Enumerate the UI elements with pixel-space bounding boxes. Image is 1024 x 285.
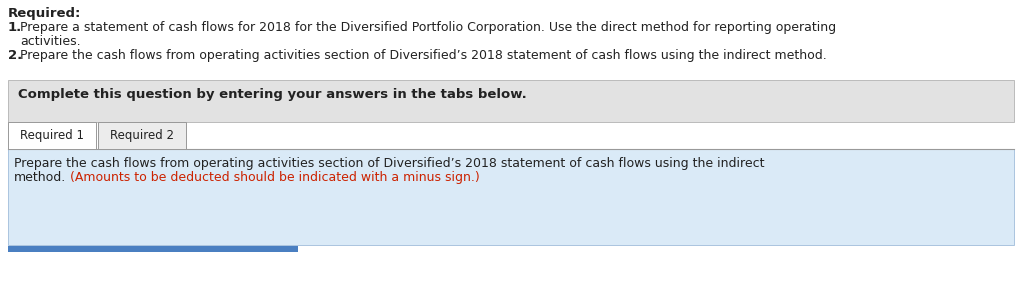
- Bar: [8, 246, 298, 252]
- Text: 2.: 2.: [8, 49, 23, 62]
- Text: Required 1: Required 1: [20, 129, 84, 142]
- Text: Prepare a statement of cash flows for 2018 for the Diversified Portfolio Corpora: Prepare a statement of cash flows for 20…: [20, 21, 837, 34]
- Bar: [98, 122, 186, 149]
- Bar: [8, 122, 96, 149]
- Text: Required 2: Required 2: [110, 129, 174, 142]
- Bar: [8, 149, 1014, 245]
- Bar: [8, 80, 1014, 122]
- Text: (Amounts to be deducted should be indicated with a minus sign.): (Amounts to be deducted should be indica…: [66, 171, 480, 184]
- Text: method.: method.: [14, 171, 67, 184]
- Text: 1.: 1.: [8, 21, 23, 34]
- Text: Complete this question by entering your answers in the tabs below.: Complete this question by entering your …: [18, 88, 526, 101]
- Text: activities.: activities.: [20, 35, 81, 48]
- Text: Required:: Required:: [8, 7, 81, 20]
- Text: Prepare the cash flows from operating activities section of Diversified’s 2018 s: Prepare the cash flows from operating ac…: [14, 157, 765, 170]
- Text: Prepare the cash flows from operating activities section of Diversified’s 2018 s: Prepare the cash flows from operating ac…: [20, 49, 826, 62]
